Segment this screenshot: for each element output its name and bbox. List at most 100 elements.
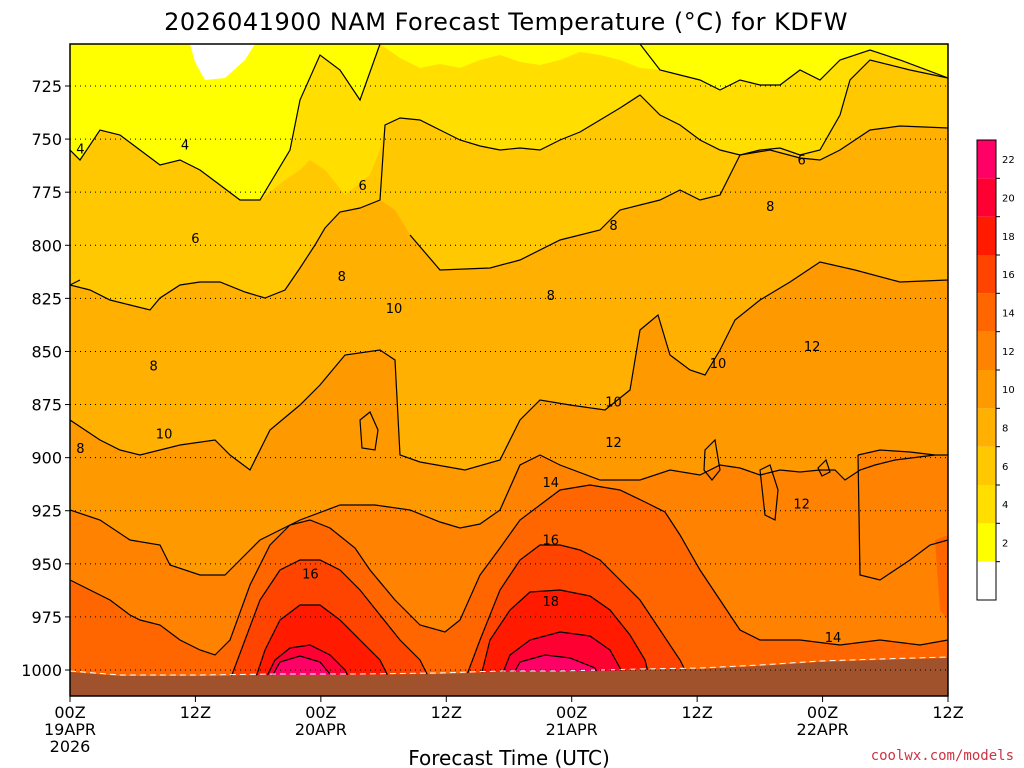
contour-lines (70, 44, 948, 681)
contour-labels: 4 4 6 6 8 8 10 10 8 16 8 8 10 12 14 16 18 6 8 10 12 12 14 (76, 138, 841, 646)
contour-small-blob-3 (759, 464, 779, 521)
colorbar-swatch (977, 216, 996, 255)
y-tick-label: 1000 (21, 661, 62, 680)
contour-label: 8 (149, 359, 157, 374)
colorbar-label: 2 (1002, 539, 1008, 550)
contour-6 (70, 59, 948, 311)
colorbar-swatch (977, 331, 996, 370)
contour-label: 6 (191, 232, 199, 247)
colorbar-swatch (977, 561, 996, 600)
y-tick-label: 850 (31, 342, 62, 361)
contour-4-right (639, 44, 948, 91)
colorbar-swatch (977, 255, 996, 294)
contour-small-blob-1 (359, 411, 379, 451)
y-tick-label: 925 (31, 502, 62, 521)
y-tick-label: 950 (31, 555, 62, 574)
colorbar-label: 4 (1002, 500, 1008, 511)
y-tick-label: 775 (31, 183, 62, 202)
contour-label: 12 (793, 497, 810, 512)
colorbar-swatch (977, 370, 996, 409)
x-tick-label: 12Z (431, 703, 462, 722)
contour-label: 8 (547, 289, 555, 304)
contour-label: 16 (543, 533, 560, 548)
contour-label: 10 (386, 302, 403, 317)
x-tick-label: 12Z (180, 703, 211, 722)
colorbar-label: 10 (1002, 385, 1015, 396)
x-tick-label: 12Z (681, 703, 712, 722)
colorbar-swatch (977, 446, 996, 485)
contour-label: 8 (76, 442, 84, 457)
colorbar-label: 8 (1002, 424, 1008, 435)
contour-small-blob-2 (703, 438, 721, 481)
plot-area: 4 4 6 6 8 8 10 10 8 16 8 8 10 12 14 16 18 6 8 10 12 12 14 (70, 44, 948, 696)
x-tick-label: 00Z (54, 703, 85, 722)
contour-label: 4 (76, 143, 84, 158)
terrain (70, 658, 948, 696)
contour-label: 18 (543, 595, 560, 610)
x-tick-label: 22APR (797, 720, 849, 739)
contour-label: 16 (302, 567, 319, 582)
band-0-2 (190, 44, 255, 80)
contour-8-upper (70, 125, 948, 286)
y-axis: 725 750 775 800 825 850 875 900 925 950 975 1000 (21, 77, 70, 680)
x-axis-label: Forecast Time (UTC) (408, 746, 610, 768)
y-tick-label: 750 (31, 130, 62, 149)
contour-label: 14 (543, 476, 560, 491)
colorbar-label: 12 (1002, 347, 1015, 358)
x-tick-label: 00Z (807, 703, 838, 722)
contour-8 (70, 261, 948, 471)
chart-title: 2026041900 NAM Forecast Temperature (°C)… (164, 8, 848, 36)
y-tick-label: 825 (31, 289, 62, 308)
colorbar-swatch (977, 485, 996, 524)
x-tick-label: 21APR (546, 720, 598, 739)
y-tick-label: 800 (31, 236, 62, 255)
band-2-4 (70, 44, 948, 200)
contour-label: 10 (605, 395, 622, 410)
colorbar-swatch (977, 178, 996, 217)
contour-small-blob-4 (817, 458, 831, 477)
x-tick-label: 19APR (44, 720, 96, 739)
colorbar-label: 16 (1002, 270, 1015, 281)
y-tick-label: 975 (31, 608, 62, 627)
contour-label: 10 (710, 357, 727, 372)
terrain-edge (70, 656, 948, 676)
contour-label: 4 (181, 138, 189, 153)
x-tick-label: 00Z (305, 703, 336, 722)
contour-right-cell (857, 449, 948, 581)
contour-16 (254, 589, 651, 681)
x-tick-label: 12Z (932, 703, 963, 722)
x-tick-label: 2026 (50, 737, 91, 756)
contour-4 (70, 44, 381, 201)
y-tick-label: 875 (31, 396, 62, 415)
watermark: coolwx.com/models (871, 748, 1014, 764)
colorbar-label: 18 (1002, 232, 1015, 243)
y-tick-label: 725 (31, 77, 62, 96)
contour-12 (70, 484, 948, 656)
colorbar-swatch (977, 293, 996, 332)
contour-label: 8 (609, 219, 617, 234)
y-tick-label: 900 (31, 449, 62, 468)
contour-14 (229, 544, 691, 681)
contour-label: 10 (156, 427, 173, 442)
contour-label: 8 (338, 270, 346, 285)
colorbar-swatch (977, 140, 996, 179)
plot-frame (69, 43, 949, 697)
colorbar: 2 4 6 8 10 12 14 16 18 20 22 (976, 139, 1015, 601)
contour-label: 6 (798, 153, 806, 168)
contour-10 (70, 454, 948, 576)
contour-label: 12 (605, 436, 622, 451)
contour-label: 8 (766, 200, 774, 215)
colorbar-swatch (977, 408, 996, 447)
x-tick-label: 20APR (295, 720, 347, 739)
contour-label: 14 (825, 631, 842, 646)
contour-label: 6 (359, 179, 367, 194)
colorbar-label: 22 (1002, 155, 1015, 166)
colorbar-label: 6 (1002, 462, 1008, 473)
contour-label: 12 (804, 340, 821, 355)
colorbar-swatch (977, 523, 996, 562)
colorbar-label: 20 (1002, 194, 1015, 205)
band-14-16-right-edge (935, 535, 948, 620)
x-tick-label: 00Z (556, 703, 587, 722)
